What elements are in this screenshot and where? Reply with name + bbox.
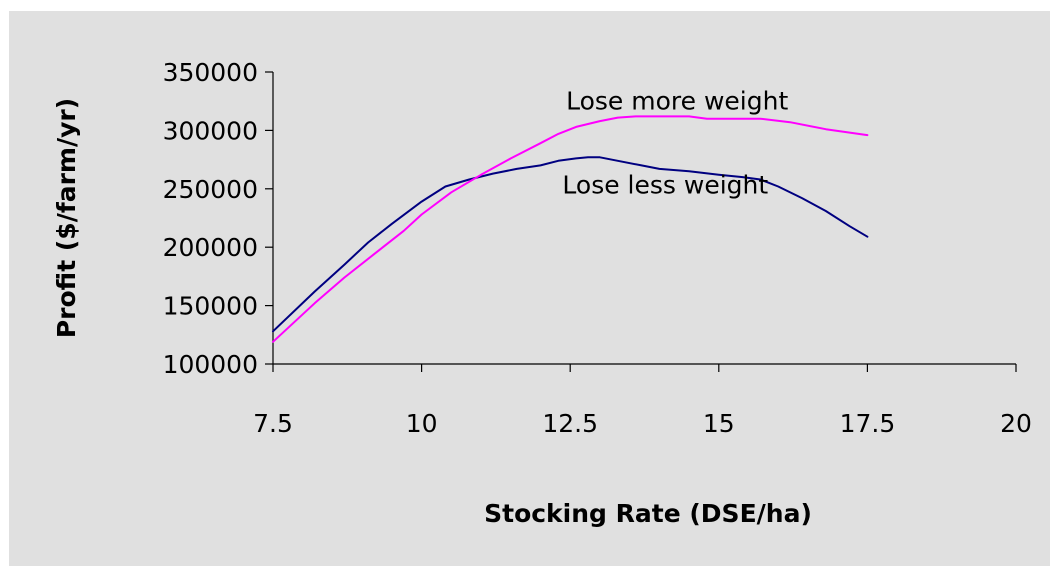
y-tick-label: 100000	[163, 350, 258, 379]
series-line-1	[272, 156, 869, 333]
x-tick-label: 7.5	[253, 409, 293, 438]
x-tick-label: 15	[703, 409, 735, 438]
x-tick-label: 12.5	[542, 409, 598, 438]
y-tick-label: 250000	[163, 175, 258, 204]
y-tick-label: 350000	[163, 58, 258, 87]
ticks: 100000 150000 200000 250000 300000 350000 7.5 1…	[163, 58, 1032, 438]
y-tick-label: 150000	[163, 292, 258, 321]
chart-background	[9, 11, 1050, 566]
x-tick-label: 10	[406, 409, 438, 438]
y-tick-label: 200000	[163, 233, 258, 262]
annotation-label: Lose less weight	[562, 170, 768, 199]
axes	[272, 72, 1016, 365]
y-axis-title: Profit ($/farm/yr)	[52, 98, 81, 338]
x-tick-label: 20	[1000, 409, 1032, 438]
x-tick-label: 17.5	[840, 409, 896, 438]
annotation-layer: Lose more weight Lose less weight	[562, 86, 788, 199]
series-line-2	[272, 115, 869, 343]
y-tick-label: 300000	[163, 116, 258, 145]
x-axis-title: Stocking Rate (DSE/ha)	[484, 499, 812, 528]
series-layer	[272, 115, 869, 343]
annotation-label: Lose more weight	[566, 86, 788, 115]
